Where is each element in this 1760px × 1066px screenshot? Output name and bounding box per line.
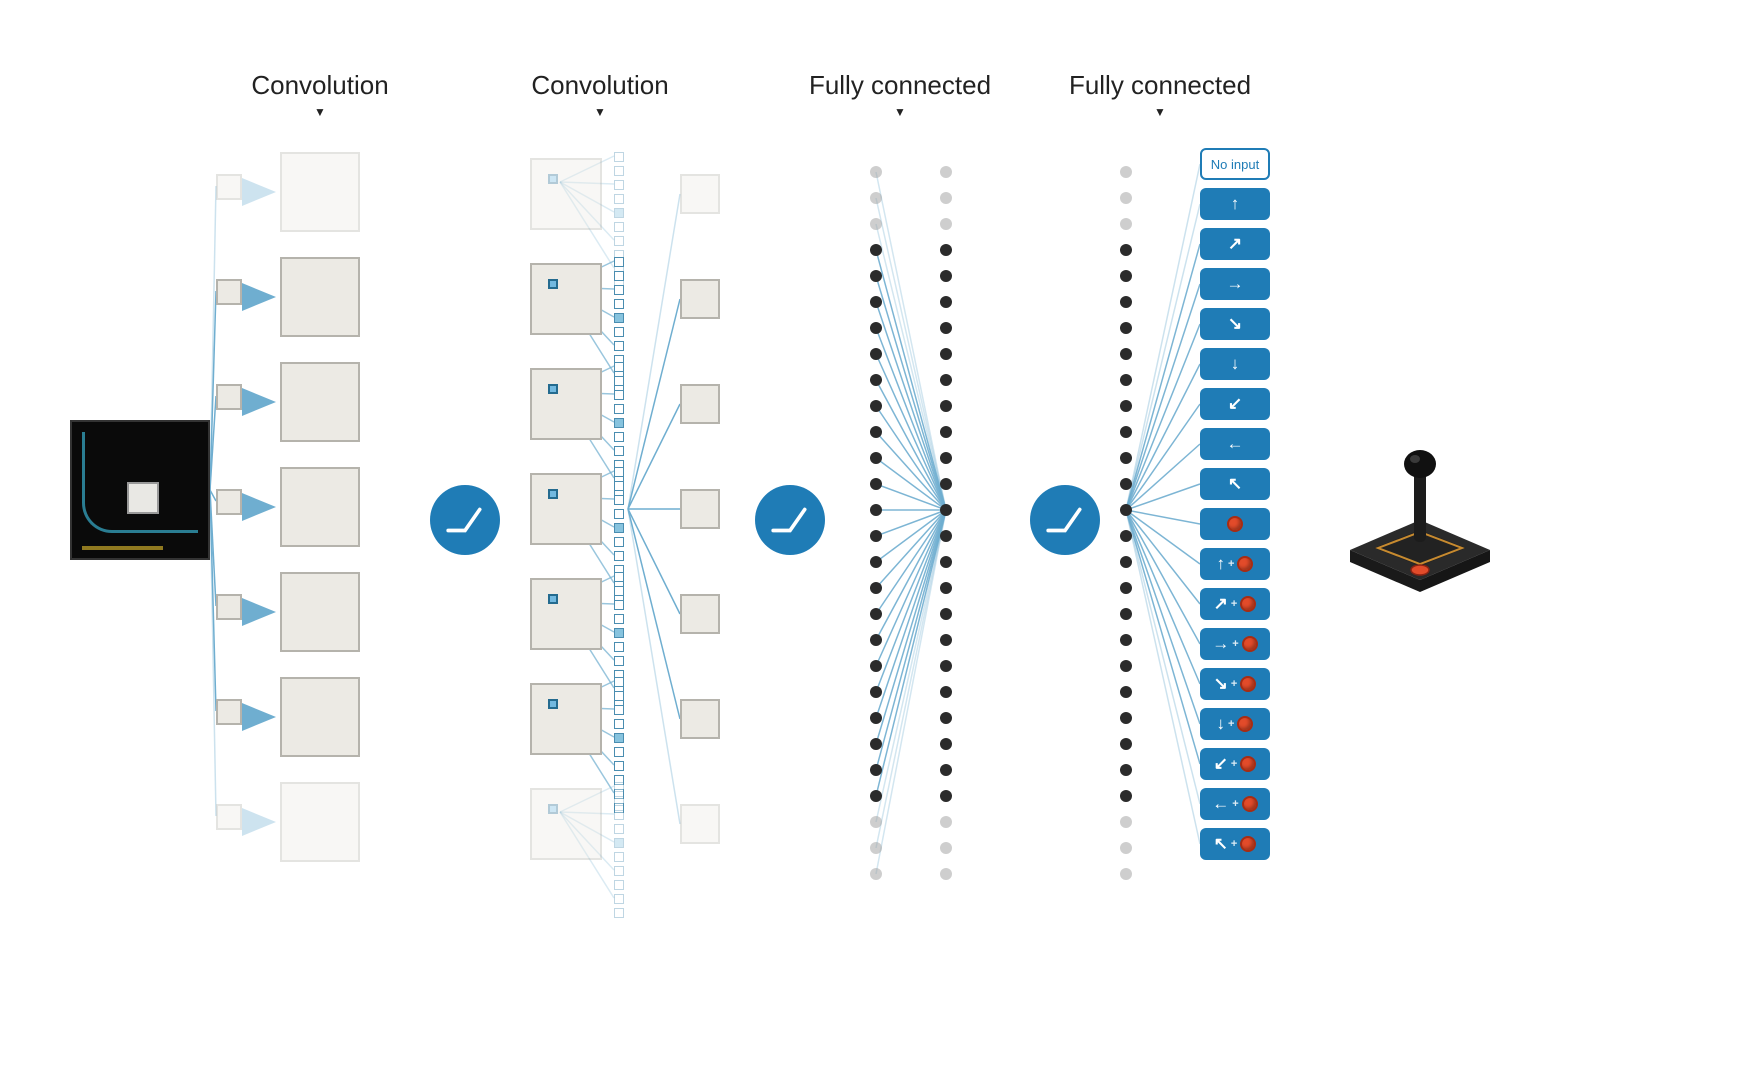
conv2-out-map-2 bbox=[680, 384, 720, 424]
conv1-filter-2 bbox=[242, 388, 276, 416]
action-outputs: No input ↑ ↗ → ↘ ↓ ↙ ← ↖ ↑+ ↗+ →+ ↘+ ↓+ ↙+ ←+ ↖+ bbox=[1200, 148, 1270, 860]
fc1-col-0 bbox=[870, 166, 882, 880]
input-frame bbox=[70, 420, 210, 560]
conv2-out-map-0 bbox=[680, 174, 720, 214]
conv2-out-map-5 bbox=[680, 699, 720, 739]
action-down-right-fire: ↘+ bbox=[1200, 668, 1270, 700]
conv1-map-5 bbox=[280, 677, 360, 757]
conv2-in-map-1 bbox=[530, 263, 602, 335]
conv1-filter-6 bbox=[242, 808, 276, 836]
fc1-col-1 bbox=[940, 166, 952, 880]
conv2-in-map-4 bbox=[530, 578, 602, 650]
action-up: ↑ bbox=[1200, 188, 1270, 220]
action-right-fire: →+ bbox=[1200, 628, 1270, 660]
action-up-right-fire: ↗+ bbox=[1200, 588, 1270, 620]
action-left-fire: ←+ bbox=[1200, 788, 1270, 820]
label-fc1: Fully connected bbox=[790, 70, 1010, 119]
conv1-map-4 bbox=[280, 572, 360, 652]
label-conv1: Convolution bbox=[230, 70, 410, 119]
dqn-architecture-diagram: Convolution Convolution Fully connected … bbox=[40, 40, 1720, 1026]
conv1-map-2 bbox=[280, 362, 360, 442]
action-down-left-fire: ↙+ bbox=[1200, 748, 1270, 780]
label-conv2: Convolution bbox=[510, 70, 690, 119]
action-down: ↓ bbox=[1200, 348, 1270, 380]
action-up-right: ↗ bbox=[1200, 228, 1270, 260]
conv1-map-3 bbox=[280, 467, 360, 547]
action-up-fire: ↑+ bbox=[1200, 548, 1270, 580]
action-down-fire: ↓+ bbox=[1200, 708, 1270, 740]
fc2-col-0 bbox=[1120, 166, 1132, 880]
conv1-map-6 bbox=[280, 782, 360, 862]
conv2-in-map-0 bbox=[530, 158, 602, 230]
conv2-out-map-4 bbox=[680, 594, 720, 634]
action-no-input: No input bbox=[1200, 148, 1270, 180]
action-up-left: ↖ bbox=[1200, 468, 1270, 500]
conv2-out-map-3 bbox=[680, 489, 720, 529]
action-right: → bbox=[1200, 268, 1270, 300]
action-down-left: ↙ bbox=[1200, 388, 1270, 420]
conv1-filter-5 bbox=[242, 703, 276, 731]
conv1-map-1 bbox=[280, 257, 360, 337]
conv1-filter-0 bbox=[242, 178, 276, 206]
conv2-out-map-6 bbox=[680, 804, 720, 844]
relu-3 bbox=[1030, 485, 1100, 555]
conv1-filter-1 bbox=[242, 283, 276, 311]
conv2-out-map-1 bbox=[680, 279, 720, 319]
conv2-in-map-2 bbox=[530, 368, 602, 440]
relu-1 bbox=[430, 485, 500, 555]
conv2-in-map-3 bbox=[530, 473, 602, 545]
relu-2 bbox=[755, 485, 825, 555]
label-fc2: Fully connected bbox=[1050, 70, 1270, 119]
action-left: ← bbox=[1200, 428, 1270, 460]
conv1-map-0 bbox=[280, 152, 360, 232]
action-down-right: ↘ bbox=[1200, 308, 1270, 340]
conv1-filter-4 bbox=[242, 598, 276, 626]
conv2-in-map-6 bbox=[530, 788, 602, 860]
conv1-filter-3 bbox=[242, 493, 276, 521]
action-up-left-fire: ↖+ bbox=[1200, 828, 1270, 860]
action-fire bbox=[1200, 508, 1270, 540]
conv2-in-map-5 bbox=[530, 683, 602, 755]
atari-joystick-icon bbox=[1330, 420, 1510, 600]
